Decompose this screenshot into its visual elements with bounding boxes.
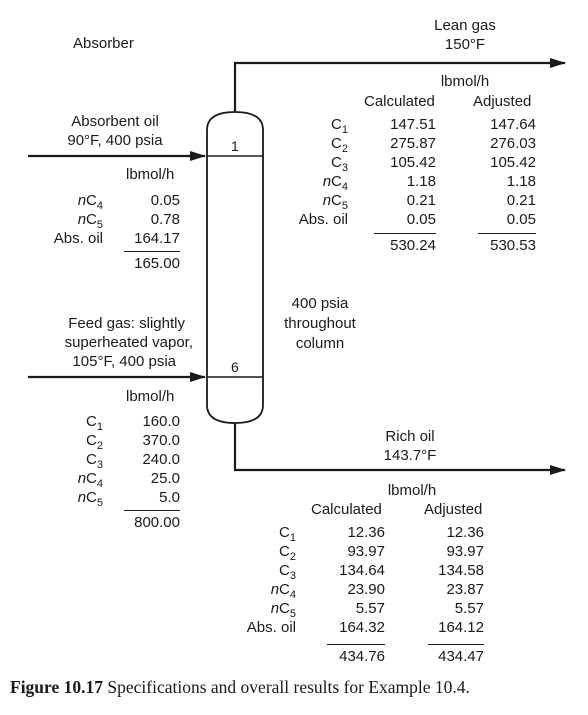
lean-gas-title: Lean gas [434, 17, 496, 34]
lean-gas-calculated-value: 0.05 [406, 211, 436, 228]
lean-gas-adjusted-value: 0.21 [506, 192, 536, 209]
absorbent-oil-value: 164.17 [134, 230, 180, 247]
absorbent-oil-total-rule [124, 251, 180, 252]
rich-oil-total-rule-adj [428, 644, 484, 645]
lean-gas-adjusted-value: 0.05 [506, 211, 536, 228]
feed-gas-value: 370.0 [142, 432, 180, 449]
component-label: nC4 [322, 173, 348, 193]
feed-gas-title-3: 105°F, 400 psia [72, 353, 176, 370]
pressure-note-line3: column [295, 335, 345, 352]
lean-gas-col-calculated: Calculated [364, 93, 435, 110]
component-label: C2 [279, 543, 296, 563]
component-label: C1 [86, 413, 103, 433]
feed-gas-value: 240.0 [142, 451, 180, 468]
absorber-label: Absorber [73, 35, 134, 52]
feed-gas-value: 160.0 [142, 413, 180, 430]
absorber-column [206, 111, 264, 424]
rich-oil-col-calculated: Calculated [311, 501, 382, 518]
component-label: nC4 [77, 470, 103, 490]
figure-caption: Figure 10.17 Specifications and overall … [10, 677, 470, 698]
feed-gas-units: lbmol/h [126, 388, 175, 405]
lean-gas-adjusted-value: 105.42 [490, 154, 536, 171]
component-label: C3 [331, 154, 348, 174]
feed-gas-total: 800.00 [134, 514, 180, 531]
pressure-note-line2: throughout [284, 315, 356, 332]
rich-oil-adjusted-value: 93.97 [446, 543, 484, 560]
component-label: C2 [331, 135, 348, 155]
lean-gas-calculated-value: 0.21 [406, 192, 436, 209]
lean-gas-adjusted-value: 1.18 [506, 173, 536, 190]
absorbent-oil-title: Absorbent oil [71, 113, 159, 130]
rich-oil-total-calc: 434.76 [339, 648, 385, 665]
lean-gas-calculated-value: 105.42 [390, 154, 436, 171]
lean-gas-temp: 150°F [444, 36, 486, 53]
component-label: Abs. oil [53, 230, 103, 247]
stage-6-label: 6 [231, 359, 239, 375]
rich-oil-adjusted-value: 164.12 [438, 619, 484, 636]
rich-oil-col-adjusted: Adjusted [424, 501, 483, 518]
feed-gas-title-2: superheated vapor, [64, 334, 193, 351]
figure-caption-label: Figure 10.17 [10, 677, 104, 697]
feed-gas-value: 5.0 [159, 489, 180, 506]
lean-gas-adjusted-value: 147.64 [490, 116, 536, 133]
lean-gas-units: lbmol/h [440, 73, 490, 90]
feed-gas-title-1: Feed gas: slightly [68, 315, 185, 332]
rich-oil-total-adj: 434.47 [438, 648, 484, 665]
rich-oil-calculated-value: 5.57 [355, 600, 385, 617]
rich-oil-adjusted-value: 12.36 [446, 524, 484, 541]
absorbent-oil-conditions: 90°F, 400 psia [67, 132, 163, 149]
feed-gas-value: 25.0 [150, 470, 180, 487]
lean-gas-total-calc: 530.24 [390, 237, 436, 254]
absorbent-oil-total: 165.00 [134, 255, 180, 272]
rich-oil-adjusted-value: 134.58 [438, 562, 484, 579]
lean-gas-calculated-value: 1.18 [406, 173, 436, 190]
lean-gas-line [233, 58, 566, 112]
rich-oil-calculated-value: 134.64 [339, 562, 385, 579]
lean-gas-col-adjusted: Adjusted [473, 93, 532, 110]
rich-oil-calculated-value: 164.32 [339, 619, 385, 636]
rich-oil-title: Rich oil [385, 428, 435, 445]
component-label: nC4 [77, 192, 103, 212]
lean-gas-total-rule-calc [374, 233, 436, 234]
component-label: nC5 [77, 489, 103, 509]
lean-gas-calculated-value: 147.51 [390, 116, 436, 133]
rich-oil-calculated-value: 12.36 [347, 524, 385, 541]
lean-gas-calculated-value: 275.87 [390, 135, 436, 152]
component-label: C1 [331, 116, 348, 136]
rich-oil-calculated-value: 23.90 [347, 581, 385, 598]
rich-oil-units: lbmol/h [387, 482, 437, 499]
stage-1-label: 1 [231, 138, 239, 154]
component-label: Abs. oil [246, 619, 296, 636]
lean-gas-total-rule-adj [478, 233, 536, 234]
rich-oil-adjusted-value: 23.87 [446, 581, 484, 598]
rich-oil-line [233, 423, 566, 475]
component-label: C2 [86, 432, 103, 452]
absorbent-oil-value: 0.05 [150, 192, 180, 209]
feed-gas-total-rule [124, 510, 180, 511]
component-label: Abs. oil [298, 211, 348, 228]
component-label: C3 [279, 562, 296, 582]
component-label: C3 [86, 451, 103, 471]
rich-oil-total-rule-calc [327, 644, 385, 645]
component-label: C1 [279, 524, 296, 544]
rich-oil-adjusted-value: 5.57 [454, 600, 484, 617]
component-label: nC4 [270, 581, 296, 601]
lean-gas-total-adj: 530.53 [490, 237, 536, 254]
rich-oil-temp: 143.7°F [383, 447, 437, 464]
pressure-note-line1: 400 psia [291, 295, 349, 312]
component-label: nC5 [322, 192, 348, 212]
lean-gas-adjusted-value: 276.03 [490, 135, 536, 152]
component-label: nC5 [77, 211, 103, 231]
absorbent-oil-value: 0.78 [150, 211, 180, 228]
component-label: nC5 [270, 600, 296, 620]
rich-oil-calculated-value: 93.97 [347, 543, 385, 560]
figure-caption-text: Specifications and overall results for E… [103, 677, 470, 697]
absorbent-oil-units: lbmol/h [126, 166, 175, 183]
